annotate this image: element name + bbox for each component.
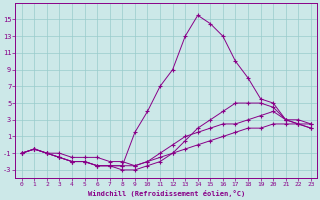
X-axis label: Windchill (Refroidissement éolien,°C): Windchill (Refroidissement éolien,°C) bbox=[88, 190, 245, 197]
